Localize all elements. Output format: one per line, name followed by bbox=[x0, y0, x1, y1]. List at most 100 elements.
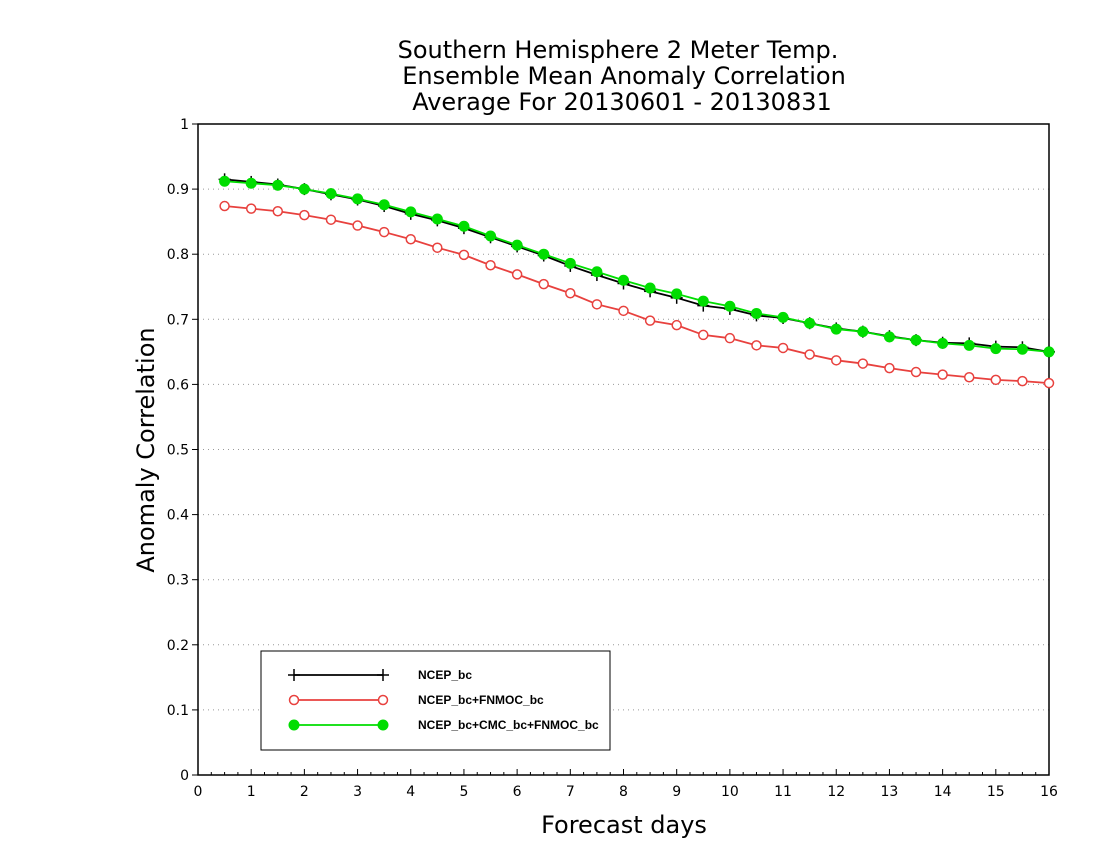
legend-label: NCEP_bc+FNMOC_bc bbox=[418, 693, 544, 707]
x-tick-label: 15 bbox=[987, 784, 1005, 800]
data-point bbox=[511, 239, 523, 251]
data-point bbox=[298, 183, 310, 195]
x-tick-label: 14 bbox=[934, 784, 952, 800]
data-point bbox=[378, 199, 390, 211]
data-point bbox=[245, 177, 257, 189]
series-NCEP_bc+FNMOC_bc bbox=[219, 200, 1055, 389]
x-tick-label: 16 bbox=[1040, 784, 1058, 800]
data-point bbox=[750, 307, 762, 319]
chart-title: Southern Hemisphere 2 Meter Temp. Ensemb… bbox=[398, 36, 846, 116]
x-tick-label: 10 bbox=[721, 784, 739, 800]
data-point bbox=[378, 226, 390, 238]
data-point bbox=[724, 300, 736, 312]
y-tick-label: 0.2 bbox=[167, 638, 189, 654]
data-point bbox=[830, 323, 842, 335]
legend-entry: NCEP_bc+CMC_bc+FNMOC_bc bbox=[288, 718, 599, 732]
data-point bbox=[937, 369, 948, 380]
data-point bbox=[538, 278, 549, 290]
y-tick-label: 1 bbox=[180, 117, 189, 133]
data-point bbox=[777, 342, 789, 354]
data-point bbox=[963, 339, 975, 351]
data-point bbox=[698, 329, 709, 341]
data-point bbox=[591, 299, 603, 310]
series-group bbox=[218, 173, 1055, 389]
y-axis-title: Anomaly Correlation bbox=[132, 327, 160, 572]
data-point bbox=[591, 266, 603, 278]
x-tick-label: 11 bbox=[774, 784, 792, 800]
y-tick-label: 0.3 bbox=[167, 573, 189, 589]
series-line bbox=[224, 178, 1050, 353]
data-point bbox=[511, 269, 523, 280]
data-point bbox=[910, 366, 922, 378]
series-line bbox=[224, 180, 1050, 353]
data-point bbox=[272, 205, 284, 217]
legend-entry: NCEP_bc bbox=[288, 668, 472, 682]
data-point bbox=[325, 214, 337, 225]
data-point bbox=[671, 319, 682, 331]
legend-marker bbox=[288, 669, 300, 681]
data-point bbox=[432, 242, 443, 253]
x-tick-labels: 0 1 2 3 4 5 6 7 8 9 10 11 12 13 14 15 16 bbox=[194, 784, 1058, 800]
title-line-3: Average For 20130601 - 20130831 bbox=[412, 88, 832, 116]
data-point bbox=[804, 349, 815, 360]
y-tick-label: 0.8 bbox=[167, 247, 189, 263]
data-point bbox=[883, 331, 895, 343]
data-point bbox=[644, 315, 656, 326]
legend-marker bbox=[288, 694, 300, 706]
legend-marker bbox=[377, 694, 389, 706]
data-point bbox=[671, 288, 683, 300]
data-point bbox=[272, 179, 284, 191]
data-point bbox=[804, 317, 816, 329]
data-point bbox=[618, 274, 629, 286]
data-point bbox=[219, 200, 230, 212]
data-point bbox=[697, 295, 709, 307]
data-point bbox=[405, 233, 416, 245]
title-line-1: Southern Hemisphere 2 Meter Temp. bbox=[398, 36, 839, 64]
y-tick-label: 0.5 bbox=[167, 443, 189, 459]
data-point bbox=[618, 305, 629, 317]
legend-marker bbox=[377, 719, 389, 731]
data-point bbox=[963, 371, 975, 383]
data-point bbox=[405, 206, 417, 218]
x-tick-label: 3 bbox=[353, 784, 362, 800]
title-line-2: Ensemble Mean Anomaly Correlation bbox=[402, 62, 846, 90]
y-tick-label: 0.1 bbox=[167, 703, 189, 719]
data-point bbox=[352, 193, 364, 205]
data-point bbox=[485, 230, 497, 242]
legend-marker bbox=[377, 669, 389, 681]
data-point bbox=[458, 249, 470, 261]
x-tick-label: 1 bbox=[247, 784, 256, 800]
data-point bbox=[857, 358, 869, 369]
data-point bbox=[831, 355, 842, 366]
x-tick-label: 9 bbox=[672, 784, 681, 800]
axis-ticks bbox=[192, 123, 1050, 776]
x-tick-label: 5 bbox=[459, 784, 468, 800]
legend-label: NCEP_bc bbox=[418, 668, 472, 682]
data-point bbox=[884, 362, 895, 374]
data-point bbox=[910, 334, 922, 346]
legend-marker bbox=[288, 719, 300, 731]
x-tick-label: 12 bbox=[827, 784, 845, 800]
data-point bbox=[937, 337, 949, 349]
legend-label: NCEP_bc+CMC_bc+FNMOC_bc bbox=[418, 718, 599, 732]
data-point bbox=[990, 343, 1002, 355]
x-tick-label: 4 bbox=[406, 784, 415, 800]
data-point bbox=[857, 326, 869, 338]
legend-entry: NCEP_bc+FNMOC_bc bbox=[288, 693, 544, 707]
data-point bbox=[219, 175, 231, 187]
data-point bbox=[1043, 377, 1055, 389]
y-tick-label: 0.4 bbox=[167, 508, 189, 524]
legend: NCEP_bc NCEP_bc+FNMOC_bc NCEP_bc+CMC_bc+FN… bbox=[260, 650, 611, 751]
data-point bbox=[564, 257, 576, 269]
y-tick-label: 0.6 bbox=[167, 377, 189, 393]
data-point bbox=[485, 260, 496, 271]
x-axis-title: Forecast days bbox=[541, 811, 707, 839]
data-point bbox=[325, 188, 337, 200]
y-tick-label: 0.9 bbox=[167, 182, 189, 198]
x-tick-label: 0 bbox=[194, 784, 203, 800]
data-point bbox=[565, 288, 576, 299]
data-point bbox=[352, 220, 363, 231]
data-point bbox=[1043, 346, 1055, 358]
data-point bbox=[431, 213, 443, 225]
